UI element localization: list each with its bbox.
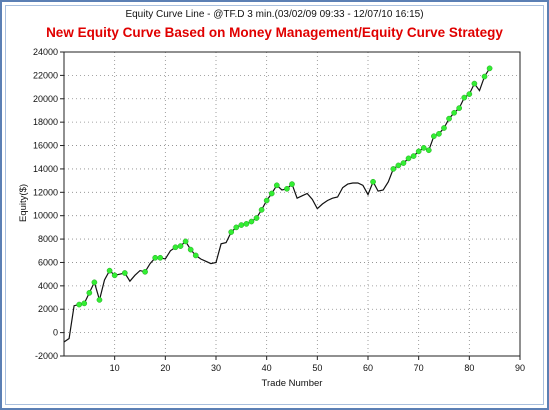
equity-marker	[471, 80, 478, 87]
equity-marker	[289, 181, 295, 187]
equity-marker	[121, 270, 128, 276]
y-tick-label: 0	[53, 328, 58, 338]
equity-marker	[76, 301, 83, 308]
equity-marker	[425, 147, 432, 154]
y-tick-label: -2000	[35, 351, 58, 361]
y-tick-label: 10000	[33, 211, 58, 221]
equity-marker	[370, 178, 376, 185]
grid-lines	[64, 52, 520, 356]
equity-marker	[238, 222, 245, 228]
equity-marker	[91, 279, 98, 286]
equity-marker	[142, 268, 148, 275]
equity-marker	[415, 148, 422, 155]
equity-marker	[400, 160, 407, 166]
equity-marker	[451, 109, 457, 116]
y-tick-label: 2000	[38, 304, 58, 314]
equity-marker	[395, 162, 402, 169]
equity-marker	[273, 182, 280, 189]
chart-inner-border	[5, 5, 544, 405]
equity-markers	[76, 65, 493, 308]
equity-marker	[436, 130, 442, 137]
equity-marker	[233, 224, 240, 231]
equity-marker	[263, 197, 270, 204]
equity-marker	[441, 125, 447, 131]
equity-marker	[390, 166, 397, 172]
x-tick-label: 20	[160, 363, 170, 373]
equity-marker	[81, 300, 88, 307]
y-tick-label: 20000	[33, 94, 58, 104]
equity-marker	[410, 153, 417, 159]
x-tick-labels: 10 20 30 40 50 60 70 80 90	[110, 363, 525, 373]
y-tick-label: 6000	[38, 257, 58, 267]
y-tick-label: 8000	[38, 234, 58, 244]
equity-marker	[182, 238, 189, 245]
y-tick-label: 4000	[38, 281, 58, 291]
y-axis-label: Equity($)	[18, 184, 29, 222]
x-tick-label: 70	[414, 363, 424, 373]
x-tick-label: 90	[515, 363, 525, 373]
plot-area-border	[63, 51, 521, 357]
equity-series	[63, 68, 491, 343]
equity-line	[63, 68, 491, 343]
axes	[60, 51, 521, 360]
y-tick-label: 16000	[33, 141, 58, 151]
equity-marker	[172, 244, 179, 251]
equity-marker	[258, 206, 265, 213]
equity-marker	[420, 145, 427, 151]
equity-marker	[431, 133, 437, 140]
equity-marker	[461, 94, 468, 101]
equity-marker	[253, 215, 260, 221]
y-tick-label: 18000	[33, 117, 58, 127]
y-tick-label: 22000	[33, 70, 58, 80]
x-tick-label: 10	[110, 363, 120, 373]
equity-marker	[192, 252, 199, 259]
equity-marker	[268, 190, 275, 197]
equity-marker	[243, 221, 250, 227]
x-tick-label: 60	[363, 363, 373, 373]
equity-marker	[405, 155, 412, 162]
x-tick-label: 80	[464, 363, 474, 373]
x-tick-label: 30	[211, 363, 221, 373]
equity-marker	[486, 65, 493, 72]
equity-marker	[157, 254, 164, 261]
chart-title: Equity Curve Line - @TF.D 3 min.(03/02/0…	[125, 9, 424, 20]
equity-marker	[284, 185, 290, 192]
equity-marker	[187, 246, 194, 253]
equity-marker	[177, 243, 184, 249]
chart-subtitle: New Equity Curve Based on Money Manageme…	[46, 25, 503, 40]
x-tick-label: 40	[262, 363, 272, 373]
equity-marker	[228, 229, 235, 235]
equity-marker	[446, 115, 452, 122]
y-tick-label: 12000	[33, 187, 58, 197]
equity-marker	[466, 91, 473, 97]
equity-marker	[111, 272, 118, 279]
x-tick-label: 50	[312, 363, 322, 373]
equity-marker	[86, 290, 93, 296]
y-tick-labels: -2000 0 2000 4000 6000 8000 10000 12000 14000 160…	[33, 47, 58, 361]
y-tick-label: 24000	[33, 47, 58, 57]
equity-marker	[96, 297, 103, 303]
x-axis-label: Trade Number	[262, 378, 323, 389]
equity-marker	[106, 267, 113, 274]
equity-marker	[248, 218, 255, 225]
equity-marker	[152, 254, 159, 261]
equity-marker	[456, 105, 463, 111]
y-tick-label: 14000	[33, 164, 58, 174]
equity-marker	[481, 73, 488, 80]
